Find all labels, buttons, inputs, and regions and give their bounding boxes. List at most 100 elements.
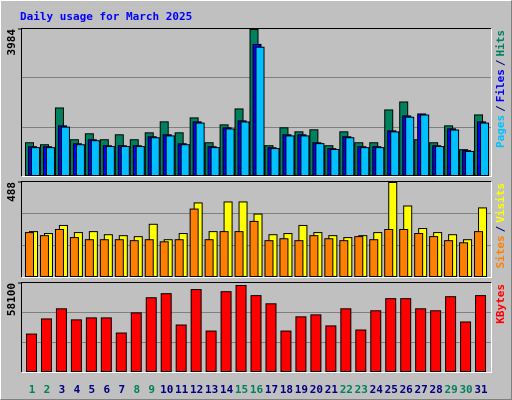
x-tick-label: 10: [160, 383, 173, 396]
y-tick-label: 58100: [5, 283, 18, 316]
bar: [120, 146, 130, 176]
bar: [160, 293, 172, 372]
x-tick-label: 29: [444, 383, 457, 396]
bar: [325, 325, 337, 372]
bar: [270, 148, 280, 176]
x-tick-label: 27: [415, 383, 428, 396]
legend: KBytes: [494, 284, 507, 324]
bar: [435, 146, 445, 176]
bar: [54, 229, 64, 277]
bar: [99, 239, 109, 277]
legend-separator: /: [494, 105, 507, 112]
legend-entry: KBytes: [494, 284, 507, 324]
panel-bevel-dark: [21, 181, 492, 278]
x-tick-label: 6: [104, 383, 111, 396]
bar: [370, 310, 382, 372]
x-tick-label: 4: [74, 383, 81, 396]
x-tick-label: 16: [250, 383, 264, 396]
x-tick-label: 24: [370, 383, 384, 396]
x-tick-label: 13: [205, 383, 218, 396]
bar: [280, 330, 292, 373]
bar: [105, 146, 115, 176]
bar: [220, 291, 232, 373]
x-tick-label: 11: [175, 383, 189, 396]
bar: [255, 46, 265, 176]
bar: [204, 239, 214, 277]
bar: [324, 238, 334, 277]
bar: [210, 147, 220, 176]
x-tick-label: 26: [400, 383, 414, 396]
bar: [144, 239, 154, 277]
bar: [339, 240, 349, 278]
y-tick-label: 3984: [5, 29, 18, 56]
x-tick-label: 2: [44, 383, 51, 396]
bar: [465, 150, 475, 177]
bar: [279, 238, 289, 277]
bar: [400, 298, 412, 372]
bar: [399, 229, 409, 277]
bar: [430, 310, 442, 372]
bar: [31, 147, 40, 176]
bar: [25, 232, 34, 278]
bar: [355, 329, 367, 373]
x-tick-label: 25: [385, 383, 398, 396]
bar: [225, 128, 235, 176]
bar: [189, 208, 199, 277]
bar: [26, 333, 37, 373]
bar: [345, 137, 355, 176]
bar: [70, 319, 82, 372]
bar: [234, 231, 244, 277]
x-tick-label: 14: [220, 383, 234, 396]
bar: [219, 231, 229, 277]
x-tick-label: 3: [59, 383, 66, 396]
x-tick-label: 15: [235, 383, 248, 396]
legend-entry: Hits: [494, 30, 507, 57]
bar: [414, 233, 424, 277]
bar: [165, 135, 175, 177]
x-tick-label: 20: [310, 383, 323, 396]
bar: [129, 240, 139, 278]
x-tick-label: 9: [148, 383, 155, 396]
legend: Pages / Files / Hits: [494, 30, 507, 148]
bar: [240, 121, 250, 177]
bar: [174, 239, 184, 277]
bar: [159, 241, 169, 277]
x-tick-label: 5: [89, 383, 96, 396]
bar: [360, 147, 370, 176]
bar: [354, 236, 364, 277]
bar: [60, 126, 70, 176]
bar: [294, 240, 304, 278]
legend-separator: /: [494, 225, 507, 232]
bar: [480, 122, 490, 176]
bar: [300, 135, 310, 177]
x-tick-label: 31: [474, 383, 488, 396]
bar: [180, 144, 190, 177]
bar: [375, 147, 385, 176]
chart-title: Daily usage for March 2025: [20, 10, 192, 23]
bar: [114, 239, 124, 277]
bar: [450, 129, 460, 176]
x-tick-label: 1: [29, 383, 36, 396]
x-tick-label: 23: [355, 383, 368, 396]
bar: [235, 284, 247, 373]
panel-bevel-dark: [21, 28, 492, 177]
bar: [369, 239, 379, 277]
bar: [130, 312, 142, 372]
x-tick-label: 22: [340, 383, 353, 396]
bar: [285, 135, 295, 177]
bar: [135, 146, 145, 176]
y-tick-label: 488: [5, 182, 18, 202]
x-tick-label: 7: [118, 383, 125, 396]
bar: [45, 147, 55, 176]
x-tick-label: 19: [295, 383, 308, 396]
bar: [460, 321, 472, 372]
bar: [295, 316, 307, 373]
x-tick-label: 21: [325, 383, 339, 396]
x-tick-label: 17: [265, 383, 278, 396]
bar: [405, 116, 415, 176]
legend-separator: /: [494, 59, 507, 66]
bar: [429, 236, 439, 277]
bar: [249, 220, 259, 277]
